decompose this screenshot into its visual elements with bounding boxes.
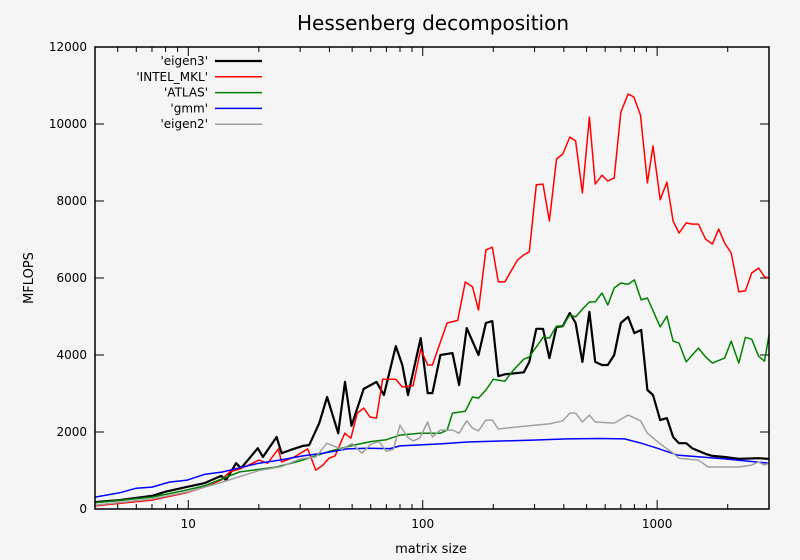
legend-label: 'eigen3' (160, 54, 208, 68)
axes: 0 2000 4000 6000 8000 10000 12000 10 100 1000 (49, 40, 770, 531)
legend-label: 'eigen2' (160, 117, 208, 131)
y-axis-label: MFLOPS (22, 252, 37, 304)
y-tick-label: 0 (79, 502, 87, 516)
y-tick-label: 10000 (49, 117, 87, 131)
y-tick-label: 8000 (56, 194, 87, 208)
x-tick-label: 1000 (642, 517, 673, 531)
legend: 'eigen3' 'INTEL_MKL' 'ATLAS''gmm' 'eigen2' (136, 54, 262, 131)
y-tick-label: 2000 (56, 425, 87, 439)
series-line-atlas (94, 279, 770, 504)
series-line-eigen3 (94, 310, 770, 504)
y-tick-label: 12000 (49, 40, 87, 54)
legend-label: 'INTEL_MKL' (136, 70, 208, 84)
series-group (94, 93, 770, 507)
x-tick-label: 100 (411, 517, 434, 531)
series-line-intelmkl (94, 93, 770, 507)
y-tick-label: 6000 (56, 271, 87, 285)
x-tick-label: 10 (181, 517, 196, 531)
y-tick-label: 4000 (56, 348, 87, 362)
legend-label: 'gmm' (170, 101, 208, 115)
plot-frame (94, 46, 770, 510)
legend-label: 'ATLAS' (164, 86, 208, 100)
x-axis-label: matrix size (395, 542, 467, 557)
chart-title: Hessenberg decomposition (297, 11, 569, 35)
series-line-eigen2 (94, 412, 770, 506)
